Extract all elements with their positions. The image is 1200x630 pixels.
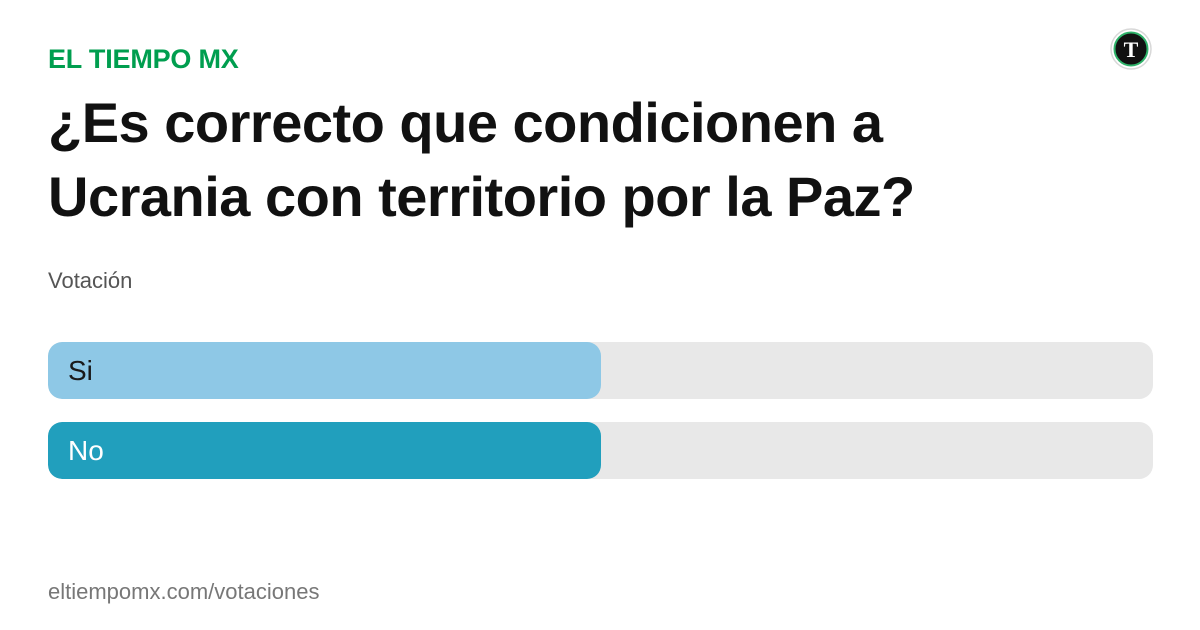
poll-option-si[interactable]: Si <box>48 342 1153 399</box>
poll-option-no[interactable]: No <box>48 422 1153 479</box>
svg-text:T: T <box>1124 37 1139 62</box>
poll-subtitle: Votación <box>48 268 133 293</box>
poll-option-fill <box>48 342 601 399</box>
poll-question: ¿Es correcto que condicionen a Ucrania c… <box>48 91 915 228</box>
brand-name: EL TIEMPO MX <box>48 44 239 74</box>
poll-option-label: Si <box>68 355 93 386</box>
poll-option-label: No <box>68 435 104 466</box>
poll-option-fill <box>48 422 601 479</box>
el-tiempo-logo-icon[interactable]: T <box>1110 28 1152 70</box>
footer-url[interactable]: eltiempomx.com/votaciones <box>48 579 320 604</box>
